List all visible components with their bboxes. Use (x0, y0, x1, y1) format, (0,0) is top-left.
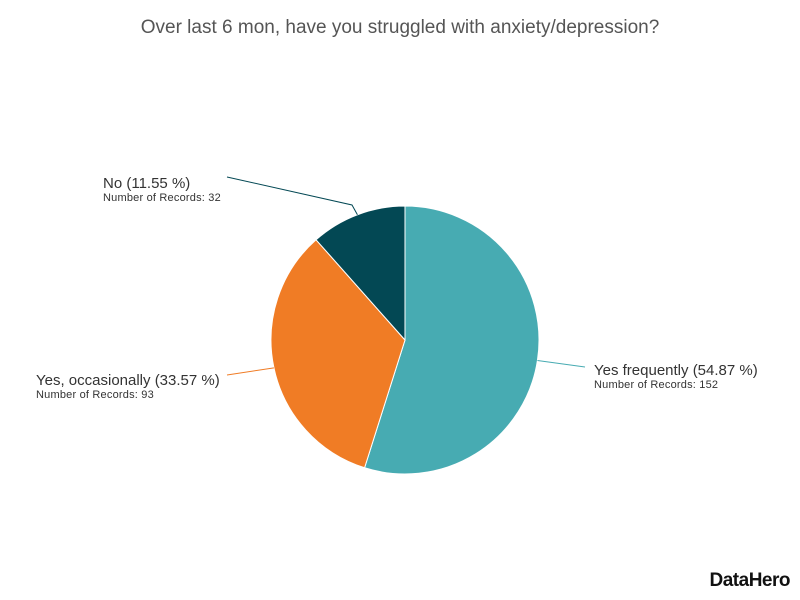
label-name: Yes frequently (594, 362, 689, 379)
label-records: Number of Records: 152 (594, 379, 719, 391)
leader-line (226, 176, 358, 215)
slice-label-yes-occasionally: Yes, occasionally (33.57 %) Number of Re… (36, 372, 220, 402)
pie-slice-no (315, 205, 406, 342)
chart-title: Over last 6 mon, have you struggled with… (140, 17, 660, 38)
label-percent: (11.55 %) (126, 175, 191, 192)
label-percent: (54.87 %) (692, 362, 758, 379)
leader-line (537, 359, 586, 368)
label-percent: (33.57 %) (154, 372, 220, 389)
label-name: No (103, 175, 123, 192)
slice-label-yes-frequently: Yes frequently (54.87 %) Number of Recor… (594, 362, 758, 392)
label-records: Number of Records: 93 (36, 389, 154, 401)
slice-label-no: No (11.55 %) Number of Records: 32 (103, 175, 221, 205)
datahero-logo: DataHero (709, 570, 791, 591)
label-records: Number of Records: 32 (103, 192, 221, 204)
leader-line (226, 367, 275, 376)
pie-slice-yes-frequently (363, 205, 540, 475)
label-name: Yes, occasionally (36, 372, 151, 389)
